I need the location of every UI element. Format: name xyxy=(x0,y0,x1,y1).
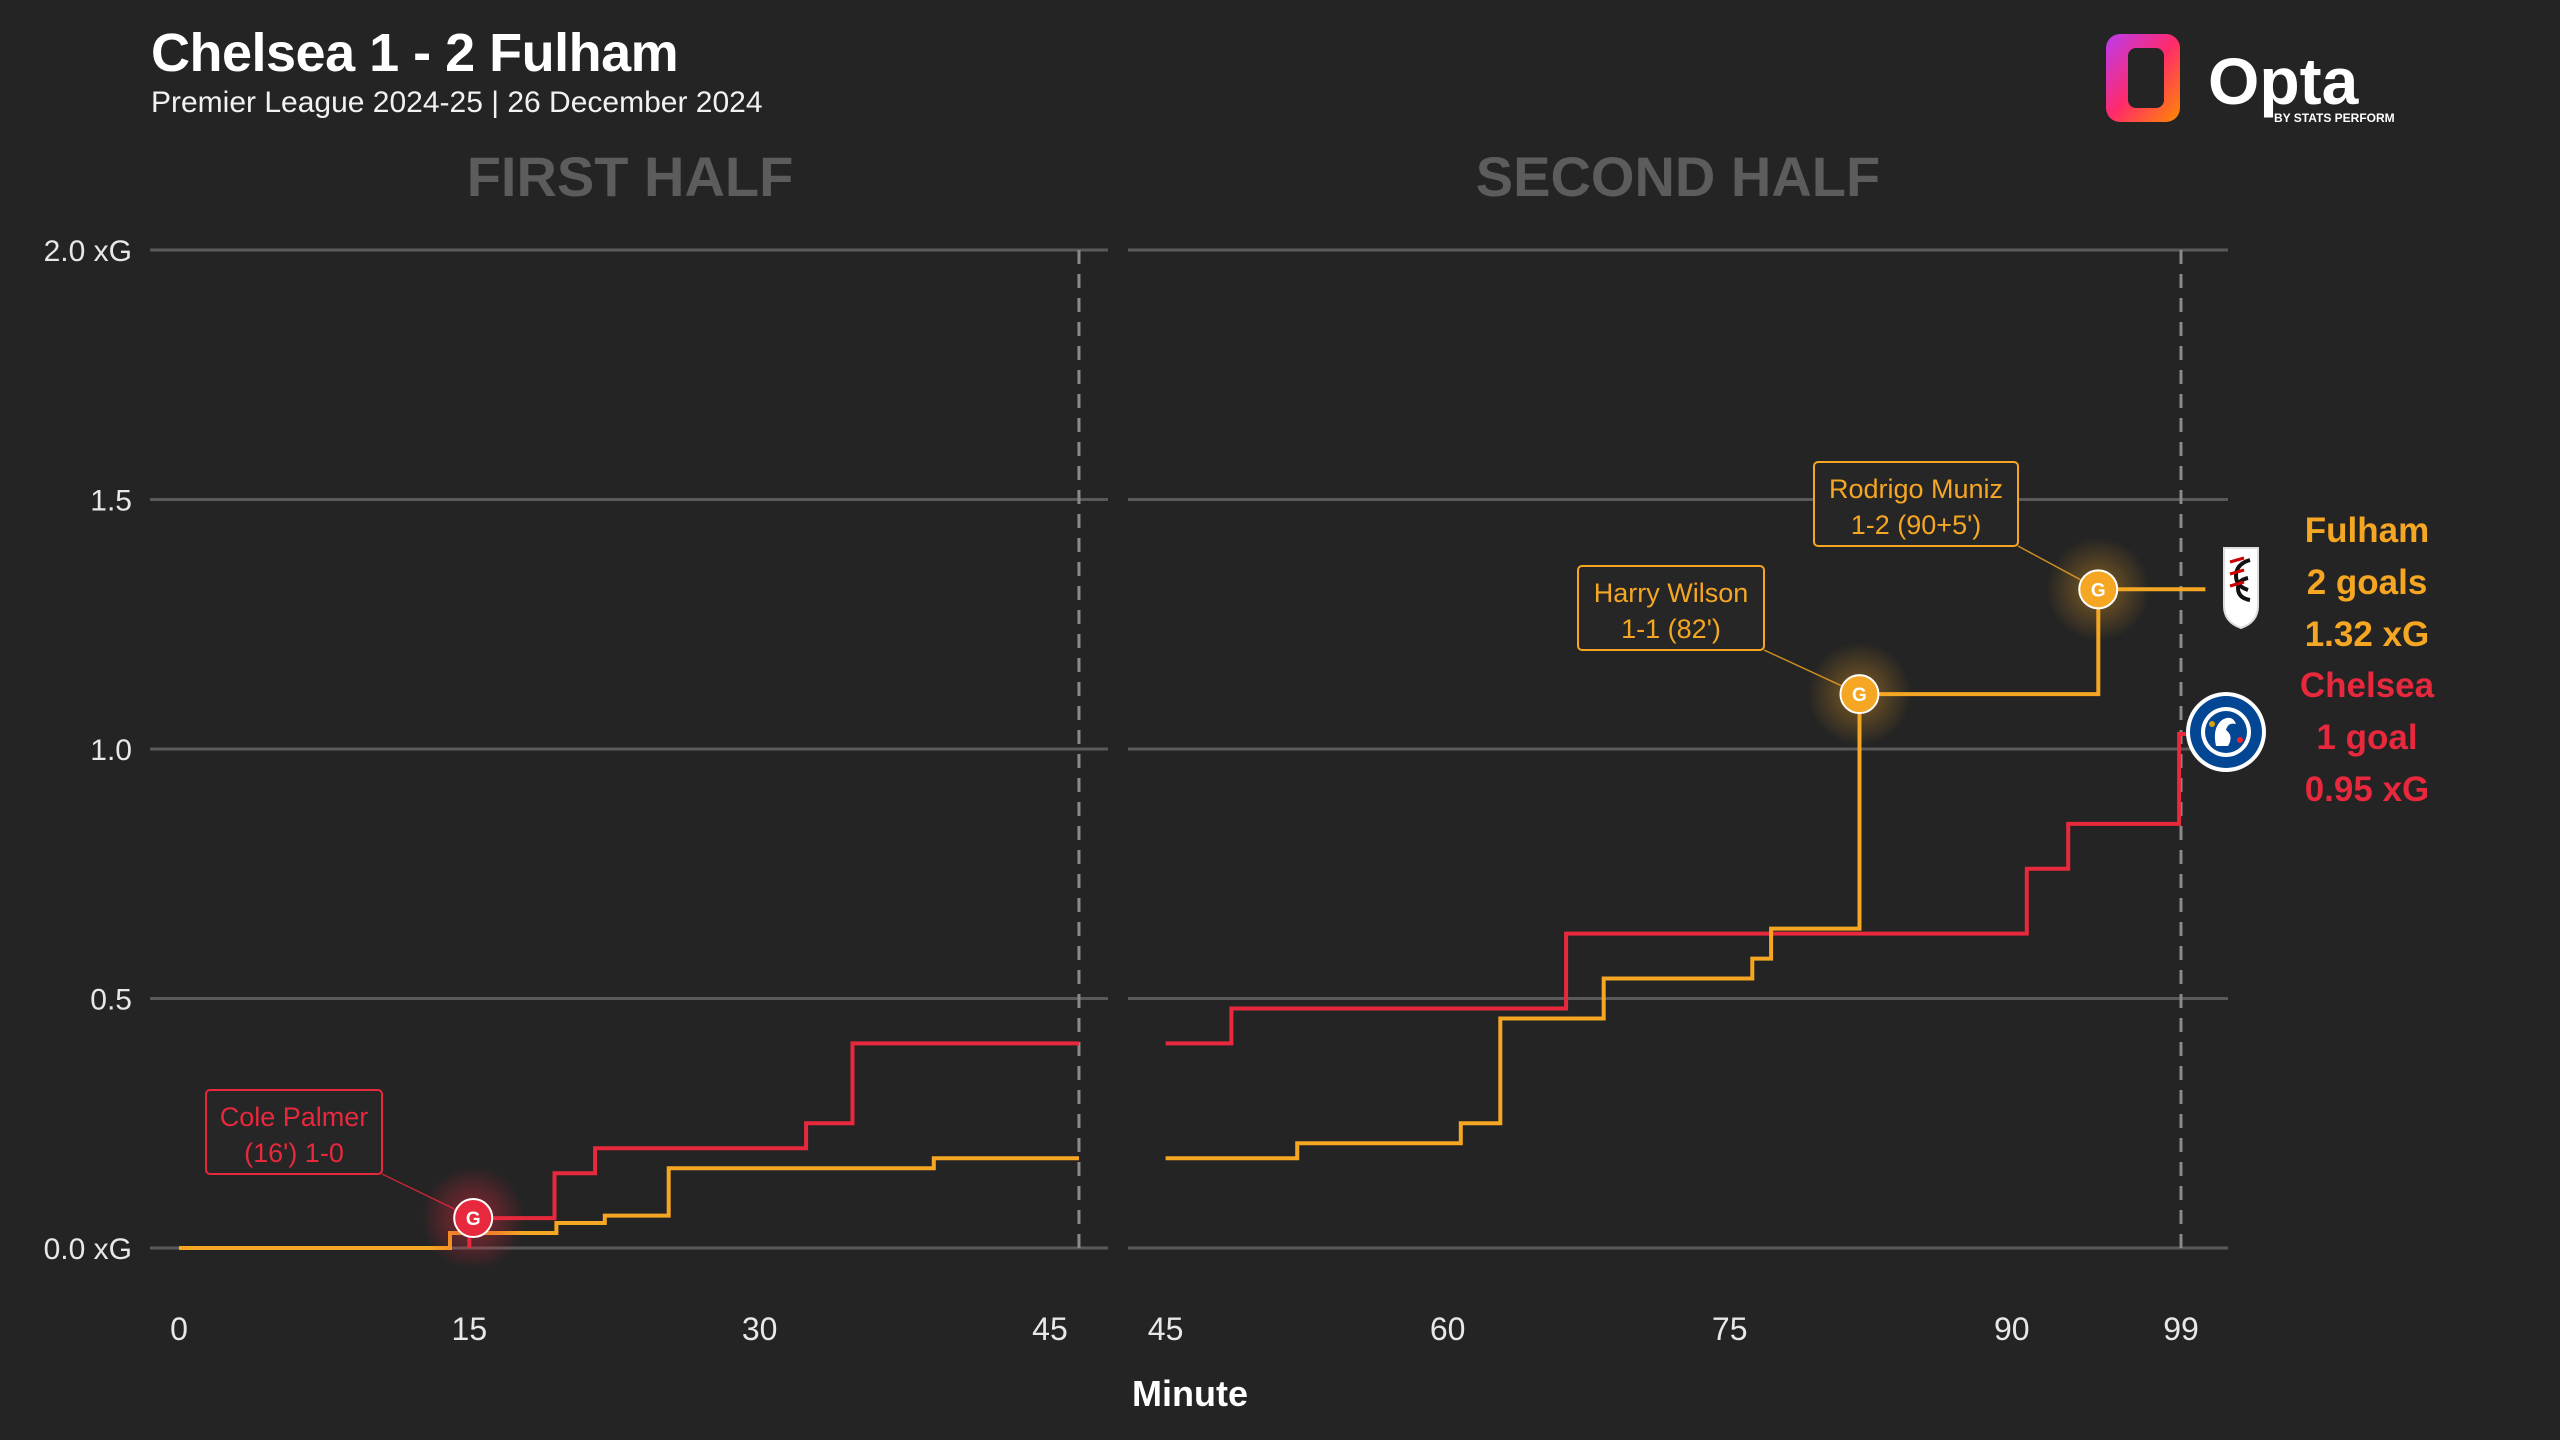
x-tick-label: 15 xyxy=(452,1311,488,1347)
legend-chelsea-goals: 1 goal xyxy=(2316,718,2418,757)
legend-chelsea: Chelsea 1 goal 0.95 xG xyxy=(2262,660,2472,816)
annotation-player: Harry Wilson xyxy=(1594,578,1749,608)
grid-layer xyxy=(150,248,2228,1250)
annotation-box xyxy=(1577,565,1765,651)
y-tick-label: 0.0 xG xyxy=(44,1233,132,1266)
series-line-chelsea xyxy=(467,1041,1079,1248)
chelsea-crest-icon xyxy=(2186,692,2266,772)
legend-chelsea-xg: 0.95 xG xyxy=(2304,770,2430,809)
goal-marker-label: G xyxy=(1852,685,1867,706)
goal-marker-label: G xyxy=(2091,580,2106,601)
goal-marker xyxy=(1839,674,1880,715)
series-line-chelsea xyxy=(1165,732,2206,1046)
x-tick-label: 90 xyxy=(1994,1311,2030,1347)
annotation-player: Cole Palmer xyxy=(220,1102,369,1132)
y-tick-label: 2.0 xG xyxy=(44,235,132,268)
x-tick-label: 45 xyxy=(1032,1311,1068,1347)
label-layer: 0.0 xG 0.5 1.0 1.5 2.0 xG FIRST HALF 0 15 30 45 SE… xyxy=(44,145,2199,1414)
x-tick-label: 99 xyxy=(2163,1311,2199,1347)
opta-tagline: BY STATS PERFORM xyxy=(2274,111,2395,125)
annotation-box xyxy=(1813,461,2019,547)
opta-logo: Opta BY STATS PERFORM xyxy=(2098,26,2418,136)
panel-title: FIRST HALF xyxy=(467,145,794,208)
legend-chelsea-team: Chelsea xyxy=(2299,666,2435,705)
legend-fulham-team: Fulham xyxy=(2304,511,2430,550)
annotation-detail: (16') 1-0 xyxy=(244,1138,344,1168)
chart-subtitle: Premier League 2024-25 | 26 December 202… xyxy=(151,86,763,119)
x-axis-label: Minute xyxy=(1132,1373,1248,1414)
annotation-detail: 1-1 (82') xyxy=(1621,614,1721,644)
team-crests xyxy=(2186,547,2266,772)
legend-fulham: Fulham 2 goals 1.32 xG xyxy=(2262,505,2472,661)
x-tick-label: 30 xyxy=(742,1311,778,1347)
legend-fulham-xg: 1.32 xG xyxy=(2304,615,2430,654)
y-tick-label: 1.5 xyxy=(90,485,132,518)
goal-marker xyxy=(2078,569,2119,610)
annotation-player: Rodrigo Muniz xyxy=(1829,474,2003,504)
legend-fulham-goals: 2 goals xyxy=(2306,563,2428,602)
series-line-fulham xyxy=(1165,587,2206,1161)
x-tick-label: 0 xyxy=(170,1311,188,1347)
x-tick-label: 75 xyxy=(1712,1311,1748,1347)
fulham-crest-icon xyxy=(2223,547,2259,630)
annotation-detail: 1-2 (90+5') xyxy=(1851,510,1981,540)
y-tick-label: 1.0 xyxy=(90,734,132,767)
annotation-layer: Cole Palmer (16') 1-0 G Harry Wilson 1-1 (82… xyxy=(205,461,2151,1271)
annotation-box xyxy=(205,1089,383,1175)
x-tick-label: 60 xyxy=(1430,1311,1466,1347)
y-tick-label: 0.5 xyxy=(90,984,132,1017)
opta-wordmark: Opta xyxy=(2208,44,2360,118)
panel-title: SECOND HALF xyxy=(1476,145,1880,208)
chart-title: Chelsea 1 - 2 Fulham xyxy=(151,23,679,83)
goal-marker-label: G xyxy=(466,1209,481,1230)
goal-marker xyxy=(453,1198,494,1239)
x-tick-label: 45 xyxy=(1148,1311,1184,1347)
